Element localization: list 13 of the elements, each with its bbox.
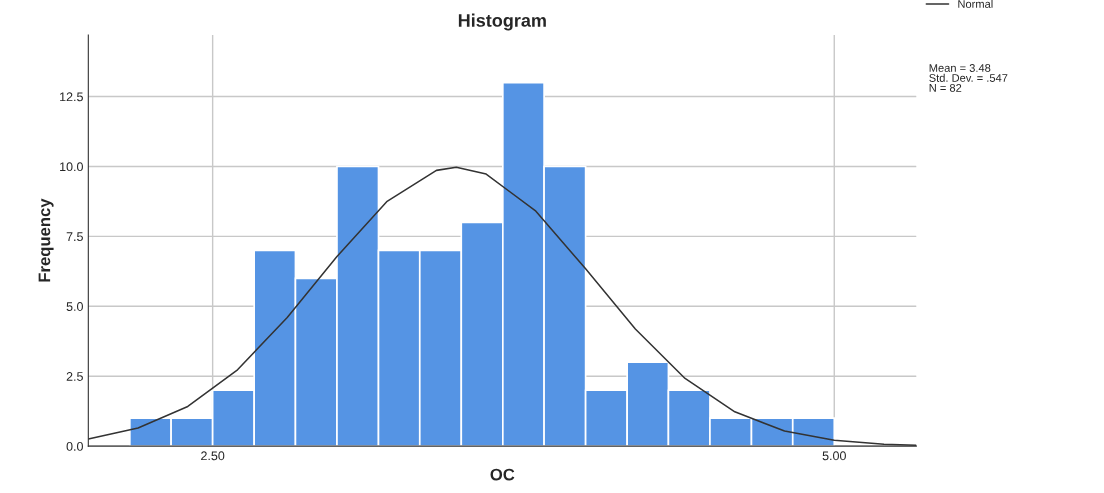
y-tick-label: 12.5 [60, 92, 83, 102]
x-tick-label: 5.00 [822, 451, 846, 461]
y-axis-title: Frequency [38, 198, 54, 282]
chart-title: Histogram [458, 13, 546, 31]
y-tick-label: 7.5 [66, 232, 83, 242]
y-tick-label: 5.0 [66, 302, 83, 311]
text: Mean = 3.48 Std. Dev. = .547 N = 82 [929, 64, 1008, 92]
legend-label: Normal [958, 0, 993, 8]
y-tick-label: 2.5 [66, 372, 83, 381]
y-tick-label: 0.0 [66, 441, 83, 451]
x-axis-title: OC [490, 468, 515, 481]
x-tick-label: 2.50 [201, 451, 225, 461]
y-tick-label: 10.0 [60, 162, 83, 172]
